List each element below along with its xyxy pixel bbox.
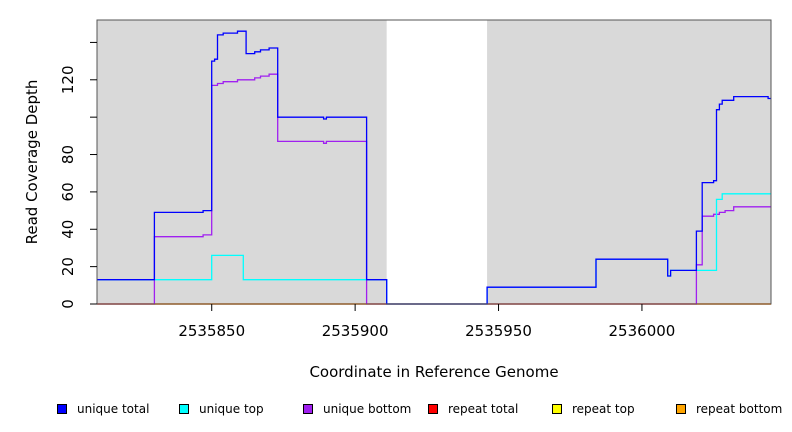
legend-item-repeat-top: repeat top [552, 400, 635, 418]
legend-label: repeat bottom [696, 402, 783, 416]
coverage-chart: 2535850 2535900 2535950 2536000 0 20 40 60 80 12… [23, 19, 772, 381]
x-tick-label: 2535950 [465, 322, 532, 340]
legend-item-unique-bottom: unique bottom [303, 400, 411, 418]
x-tick-label: 2536000 [609, 322, 676, 340]
series-line-unique-total [97, 30, 771, 305]
y-tick-label: 80 [59, 145, 77, 164]
legend-swatch [428, 404, 438, 414]
background-regions [97, 20, 771, 304]
legend-swatch [57, 404, 67, 414]
legend-swatch [676, 404, 686, 414]
y-tick-label: 120 [59, 65, 77, 94]
legend-label: unique bottom [323, 402, 412, 416]
x-axis-title: Coordinate in Reference Genome [309, 363, 558, 381]
y-tick-label: 20 [59, 257, 77, 276]
x-tick-label: 2535900 [322, 322, 389, 340]
legend-label: repeat top [572, 402, 635, 416]
legend-swatch [179, 404, 189, 414]
y-tick-label: 40 [59, 220, 77, 239]
legend-swatch [552, 404, 562, 414]
y-axis-ticks: 0 20 40 60 80 120 [59, 41, 97, 309]
legend-item-unique-top: unique top [179, 400, 264, 418]
legend-item-unique-total: unique total [57, 400, 149, 418]
x-axis-ticks: 2535850 2535900 2535950 2536000 [178, 304, 675, 340]
y-tick-label: 0 [59, 299, 77, 309]
legend-item-repeat-total: repeat total [428, 400, 518, 418]
legend-swatch [303, 404, 313, 414]
legend-label: unique total [77, 402, 150, 416]
background-region-1 [487, 20, 771, 304]
legend-item-repeat-bottom: repeat bottom [676, 400, 782, 418]
legend-label: unique top [199, 402, 264, 416]
y-tick-label: 60 [59, 182, 77, 201]
legend: unique total unique top unique bottom repea… [0, 400, 792, 418]
x-tick-label: 2535850 [178, 322, 245, 340]
plot-frame [96, 19, 772, 305]
background-region-0 [97, 20, 387, 304]
y-axis-title: Read Coverage Depth [23, 80, 41, 245]
legend-label: repeat total [448, 402, 519, 416]
